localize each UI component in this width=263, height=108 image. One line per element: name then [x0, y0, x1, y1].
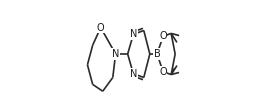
Text: N: N	[130, 69, 137, 79]
Text: N: N	[130, 29, 137, 39]
Text: N: N	[112, 49, 119, 59]
Text: O: O	[97, 23, 104, 33]
Text: B: B	[154, 49, 160, 59]
Text: O: O	[159, 31, 167, 41]
Text: O: O	[159, 67, 167, 77]
